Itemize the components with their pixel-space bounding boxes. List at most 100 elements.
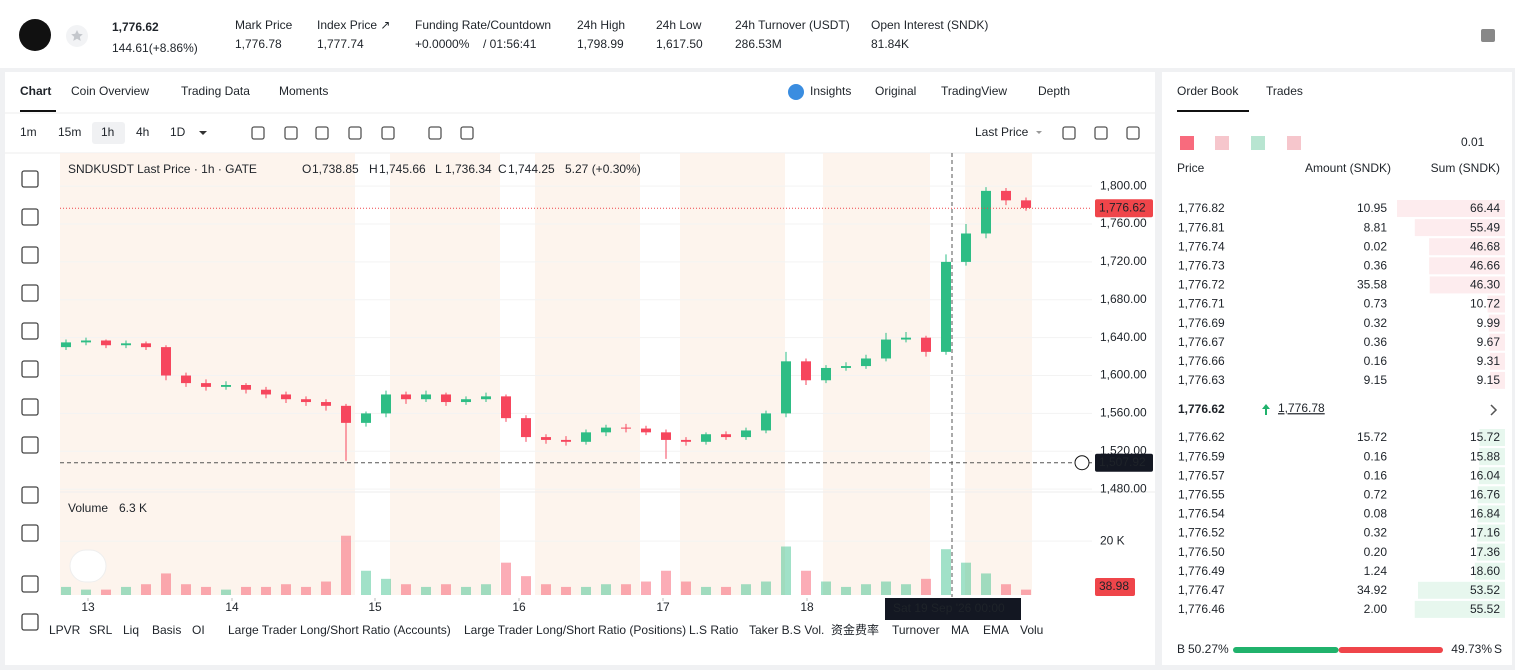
toolbar-icon[interactable] <box>1094 126 1108 140</box>
book-amount: 10.95 <box>1357 201 1387 215</box>
interval[interactable]: 1D <box>170 125 186 139</box>
indicator[interactable]: Turnover <box>892 623 940 637</box>
view-tab[interactable]: Depth <box>1038 84 1070 98</box>
toolbar-icon[interactable] <box>1126 126 1140 140</box>
y-tick-label: 1,480.00 <box>1100 481 1147 495</box>
interval[interactable]: 1h <box>101 125 114 139</box>
candle-body <box>421 394 431 400</box>
toolbar-icon[interactable] <box>1062 126 1076 140</box>
book-step[interactable]: 0.01 <box>1461 135 1485 149</box>
toolbar-icon[interactable] <box>381 126 395 140</box>
indicator[interactable]: Basis <box>152 623 181 637</box>
volume-bar <box>621 584 631 595</box>
book-price: 1,776.46 <box>1178 602 1225 616</box>
book-price: 1,776.82 <box>1178 201 1225 215</box>
toolbar-icon[interactable] <box>315 126 329 140</box>
interval[interactable]: 4h <box>136 125 149 139</box>
candle-body <box>781 361 791 414</box>
candle-body <box>101 340 111 346</box>
indicator[interactable]: L.S Ratio <box>689 623 739 637</box>
book-tab[interactable]: Order Book <box>1177 84 1239 98</box>
candle-body <box>681 439 691 442</box>
view-tab[interactable]: Original <box>875 84 916 98</box>
volume-bar <box>741 584 751 595</box>
drawing-tool[interactable] <box>21 208 39 226</box>
drawing-tool[interactable] <box>21 246 39 264</box>
book-price: 1,776.47 <box>1178 583 1225 597</box>
indicator[interactable]: MA <box>951 623 969 637</box>
indicator[interactable]: SRL <box>89 623 113 637</box>
mark-price: 1,776.78 <box>1278 401 1325 415</box>
book-price: 1,776.52 <box>1178 526 1225 540</box>
book-amount: 0.36 <box>1364 258 1388 272</box>
chevron[interactable] <box>1490 404 1498 416</box>
crosshair-add[interactable] <box>1074 455 1090 471</box>
book-tab[interactable]: Trades <box>1266 84 1303 98</box>
tradingview-logo <box>69 549 107 583</box>
stat-label: Mark Price <box>235 18 293 32</box>
drawing-tool[interactable] <box>21 436 39 454</box>
stat-value: 1,798.99 <box>577 37 624 51</box>
drawing-tool[interactable] <box>21 170 39 188</box>
book-price: 1,776.81 <box>1178 220 1225 234</box>
drawing-tool[interactable] <box>21 575 39 593</box>
drawing-tool[interactable] <box>21 486 39 504</box>
book-layout-icon[interactable] <box>1180 136 1194 150</box>
buy-bar <box>1233 647 1339 653</box>
chart-tab[interactable]: Trading Data <box>181 84 250 98</box>
indicator[interactable]: LPVR <box>49 623 81 637</box>
price-source[interactable]: Last Price <box>975 125 1029 139</box>
chart-tab[interactable]: Coin Overview <box>71 84 149 98</box>
legend-value: 1,736.34 <box>445 162 492 176</box>
legend-value: 1,744.25 <box>508 162 555 176</box>
indicator[interactable]: Large Trader Long/Short Ratio (Positions… <box>464 623 686 637</box>
stat-value: 1,777.74 <box>317 37 364 51</box>
y-tick-label: 1,720.00 <box>1100 254 1147 268</box>
candle-body <box>441 394 451 403</box>
book-layout-icon[interactable] <box>1215 136 1229 150</box>
toolbar-icon[interactable] <box>460 126 474 140</box>
indicator[interactable]: Taker B.S Vol. <box>749 623 824 637</box>
drawing-tool[interactable] <box>21 322 39 340</box>
view-tab[interactable]: Insights <box>810 84 851 98</box>
book-amount: 0.16 <box>1364 449 1388 463</box>
toolbar-icon[interactable] <box>251 126 265 140</box>
volume-bar <box>421 586 431 595</box>
interval[interactable]: 15m <box>58 125 81 139</box>
indicator[interactable]: Large Trader Long/Short Ratio (Accounts) <box>228 623 451 637</box>
drawing-tool[interactable] <box>21 284 39 302</box>
candle-body <box>801 361 811 381</box>
candle-body <box>521 418 531 438</box>
indicator[interactable]: Liq <box>123 623 139 637</box>
book-layout-icon[interactable] <box>1251 136 1265 150</box>
indicator[interactable]: Volu <box>1020 623 1043 637</box>
drawing-tool[interactable] <box>21 398 39 416</box>
drawing-tool[interactable] <box>21 360 39 378</box>
candle-body <box>841 366 851 368</box>
stat-label: Funding Rate/Countdown <box>415 18 551 32</box>
book-sum: 46.68 <box>1470 239 1500 253</box>
drawing-tool[interactable] <box>21 524 39 542</box>
book-amount: 0.73 <box>1364 297 1388 311</box>
volume-bar <box>101 589 111 595</box>
view-tab[interactable]: TradingView <box>941 84 1007 98</box>
candle-body <box>561 439 571 442</box>
chart-tab[interactable]: Chart <box>20 84 51 98</box>
candle-body <box>501 396 511 419</box>
toolbar-icon[interactable] <box>428 126 442 140</box>
indicator[interactable]: EMA <box>983 623 1009 637</box>
book-layout-icon[interactable] <box>1287 136 1301 150</box>
toolbar-icon[interactable] <box>284 126 298 140</box>
volume-bar <box>521 576 531 595</box>
toolbar-icon[interactable] <box>348 126 362 140</box>
interval[interactable]: 1m <box>20 125 37 139</box>
indicator[interactable]: 资金费率 <box>831 622 879 637</box>
indicator[interactable]: OI <box>192 623 205 637</box>
candle-body <box>161 347 171 376</box>
top-bar <box>0 0 1515 68</box>
buy-ratio: 50.27% <box>1188 642 1229 656</box>
candle-body <box>321 402 331 406</box>
chart-tab[interactable]: Moments <box>279 84 328 98</box>
settings-icon[interactable] <box>1481 29 1495 42</box>
drawing-tool[interactable] <box>21 613 39 631</box>
